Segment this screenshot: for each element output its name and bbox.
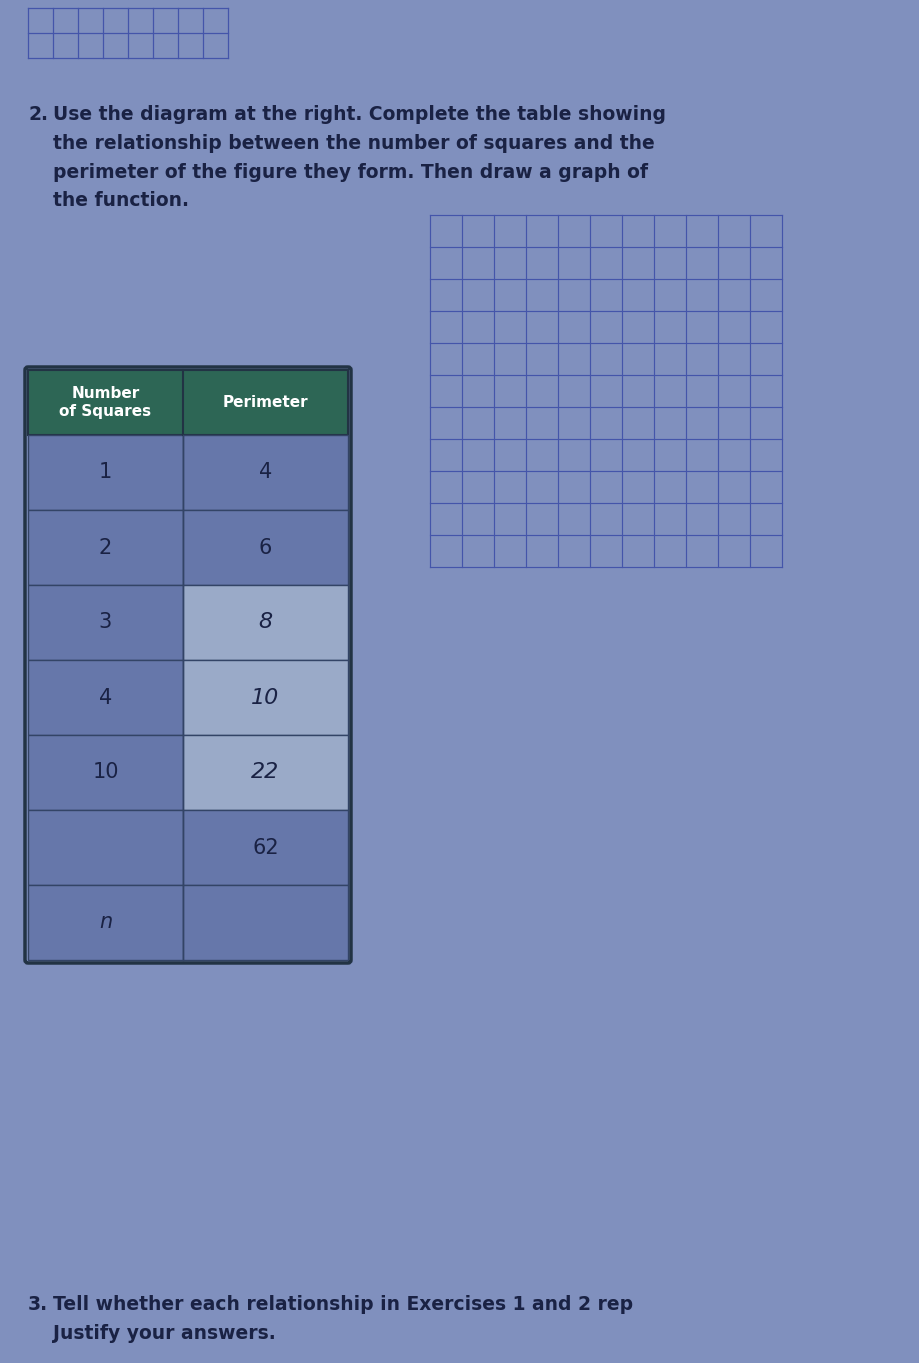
Text: Perimeter: Perimeter — [222, 395, 308, 410]
Text: 8: 8 — [258, 612, 273, 632]
Text: 10: 10 — [252, 687, 279, 707]
Text: Number
of Squares: Number of Squares — [60, 386, 152, 418]
Text: Tell whether each relationship in Exercises 1 and 2 rep
Justify your answers.: Tell whether each relationship in Exerci… — [53, 1295, 633, 1343]
Text: 10: 10 — [92, 762, 119, 782]
Text: 2: 2 — [99, 537, 112, 557]
Bar — [28, 885, 183, 960]
Bar — [28, 660, 183, 735]
Bar — [28, 510, 183, 585]
Bar — [183, 885, 348, 960]
Bar — [28, 585, 183, 660]
Text: 1: 1 — [99, 462, 112, 483]
Text: 4: 4 — [259, 462, 272, 483]
Bar — [28, 735, 183, 810]
Text: 2.: 2. — [28, 105, 48, 124]
Bar — [183, 435, 348, 510]
Text: n: n — [99, 912, 112, 932]
Bar — [28, 435, 183, 510]
Bar — [183, 810, 348, 885]
Bar — [28, 810, 183, 885]
Bar — [183, 510, 348, 585]
Bar — [183, 585, 348, 660]
Text: 3: 3 — [99, 612, 112, 632]
Bar — [28, 369, 348, 435]
Text: 3.: 3. — [28, 1295, 48, 1314]
Text: Use the diagram at the right. Complete the table showing
the relationship betwee: Use the diagram at the right. Complete t… — [53, 105, 666, 210]
Text: 6: 6 — [259, 537, 272, 557]
Bar — [183, 735, 348, 810]
Text: 62: 62 — [252, 837, 278, 857]
Bar — [183, 660, 348, 735]
Text: 4: 4 — [99, 687, 112, 707]
Text: 22: 22 — [252, 762, 279, 782]
